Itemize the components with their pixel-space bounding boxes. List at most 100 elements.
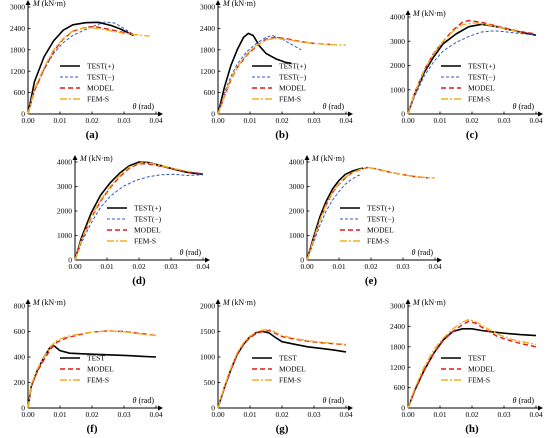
- x-tick-label: 0.04: [529, 116, 542, 125]
- x-axis-arrow-icon: [205, 257, 210, 263]
- y-tick-label: 0: [401, 110, 405, 119]
- x-tick-label: 0.00: [21, 410, 34, 419]
- y-tick-label: 3000: [57, 182, 72, 191]
- x-axis-label: θ (rad): [412, 248, 434, 257]
- x-tick-label: 0.03: [307, 116, 320, 125]
- y-axis-label: M (kN·m): [32, 0, 66, 8]
- x-axis-arrow-icon: [538, 111, 543, 117]
- y-tick-label: 2400: [390, 322, 405, 331]
- legend-label: TEST(−): [279, 73, 307, 82]
- legend-label: FEM-S: [279, 95, 301, 104]
- y-tick-label: 4000: [57, 158, 72, 167]
- y-tick-label: 1800: [200, 45, 215, 54]
- series-line-model: [407, 320, 537, 409]
- x-axis-label: θ (rad): [513, 396, 535, 405]
- legend-label: FEM-S: [367, 237, 389, 246]
- x-axis-arrow-icon: [437, 257, 442, 263]
- x-axis-arrow-icon: [538, 405, 543, 411]
- panel-label: (e): [365, 275, 378, 287]
- x-tick-label: 0.00: [211, 410, 224, 419]
- x-tick-label: 0.04: [529, 410, 542, 419]
- x-tick-label: 0.00: [211, 116, 224, 125]
- panel-label: (f): [87, 423, 98, 435]
- y-tick-label: 4000: [289, 158, 304, 167]
- y-tick-label: 0: [21, 404, 25, 413]
- x-tick-label: 0.02: [465, 116, 478, 125]
- panel-label: (a): [86, 129, 99, 141]
- x-tick-label: 0.03: [164, 262, 177, 271]
- y-tick-label: 0: [211, 404, 215, 413]
- y-axis-label: M (kN·m): [79, 154, 113, 163]
- legend-label: TEST(+): [87, 62, 115, 71]
- y-tick-label: 400: [14, 353, 26, 362]
- series-line-model: [217, 36, 331, 115]
- legend-label: FEM-S: [279, 376, 301, 385]
- legend-label: TEST: [87, 354, 105, 363]
- x-tick-label: 0.02: [85, 410, 98, 419]
- x-tick-label: 0.01: [100, 262, 113, 271]
- legend-label: MODEL: [279, 365, 306, 374]
- y-axis-arrow-icon: [405, 299, 411, 304]
- y-tick-label: 600: [14, 327, 26, 336]
- legend-label: TEST(+): [134, 204, 162, 213]
- legend-label: FEM-S: [134, 237, 156, 246]
- chart-panel-5: 0 200 400 600 800 0.00 0.01 0.02 0.03 0.04 M (kN·m…: [14, 298, 163, 435]
- y-tick-label: 1000: [57, 231, 72, 240]
- legend-label: MODEL: [468, 84, 495, 93]
- chart-panel-4: 0 1000 2000 3000 4000 0.00 0.01 0.02 0.03 0.04 M (…: [289, 154, 442, 287]
- x-tick-label: 0.03: [307, 410, 320, 419]
- series-line-fem-s: [407, 22, 524, 115]
- x-tick-label: 0.02: [132, 262, 145, 271]
- series-line-test-: [306, 167, 364, 261]
- y-axis-arrow-icon: [304, 155, 310, 160]
- legend-label: TEST(+): [367, 204, 395, 213]
- y-tick-label: 1800: [10, 45, 25, 54]
- x-axis-label: θ (rad): [323, 102, 345, 111]
- y-tick-label: 500: [204, 378, 216, 387]
- y-tick-label: 0: [211, 110, 215, 119]
- chart-panel-6: 0 500 1000 1500 2000 0.00 0.01 0.02 0.03 0.04 M (k…: [200, 298, 353, 435]
- series-line-test-: [217, 35, 302, 115]
- series-line-fem-s: [217, 328, 347, 409]
- y-tick-label: 2000: [390, 61, 405, 70]
- y-tick-label: 3000: [10, 3, 25, 12]
- series-line-fem-s: [74, 161, 191, 261]
- x-tick-label: 0.00: [21, 116, 34, 125]
- legend-label: TEST(−): [134, 215, 162, 224]
- y-tick-label: 1200: [200, 67, 215, 76]
- x-tick-label: 0.00: [401, 116, 414, 125]
- x-tick-label: 0.02: [364, 262, 377, 271]
- y-tick-label: 1800: [390, 342, 405, 351]
- y-axis-arrow-icon: [405, 10, 411, 15]
- y-axis-label: M (kN·m): [222, 298, 256, 307]
- y-tick-label: 3000: [289, 182, 304, 191]
- x-tick-label: 0.04: [149, 410, 162, 419]
- y-axis-arrow-icon: [25, 299, 31, 304]
- y-tick-label: 0: [401, 404, 405, 413]
- legend-label: FEM-S: [87, 376, 109, 385]
- x-tick-label: 0.03: [396, 262, 409, 271]
- x-axis-label: θ (rad): [180, 248, 202, 257]
- y-tick-label: 1000: [289, 231, 304, 240]
- y-tick-label: 3000: [390, 37, 405, 46]
- y-axis-label: M (kN·m): [32, 298, 66, 307]
- legend-label: MODEL: [468, 365, 495, 374]
- series-line-fem-s: [306, 166, 436, 261]
- x-tick-label: 0.02: [85, 116, 98, 125]
- x-axis-label: θ (rad): [323, 396, 345, 405]
- y-axis-arrow-icon: [215, 299, 221, 304]
- y-axis-label: M (kN·m): [412, 9, 446, 18]
- y-axis-arrow-icon: [72, 155, 78, 160]
- panel-label: (h): [465, 423, 479, 435]
- y-tick-label: 1200: [390, 363, 405, 372]
- x-axis-arrow-icon: [348, 405, 353, 411]
- y-tick-label: 2400: [10, 24, 25, 33]
- chart-panel-1: 0 600 1200 1800 2400 3000 0.00 0.01 0.02 0.03 0.04…: [200, 0, 353, 141]
- legend-label: TEST(+): [279, 62, 307, 71]
- series-line-test-: [27, 21, 134, 115]
- legend-label: TEST(−): [367, 215, 395, 224]
- y-tick-label: 0: [68, 256, 72, 265]
- x-tick-label: 0.01: [243, 116, 256, 125]
- y-tick-label: 0: [21, 110, 25, 119]
